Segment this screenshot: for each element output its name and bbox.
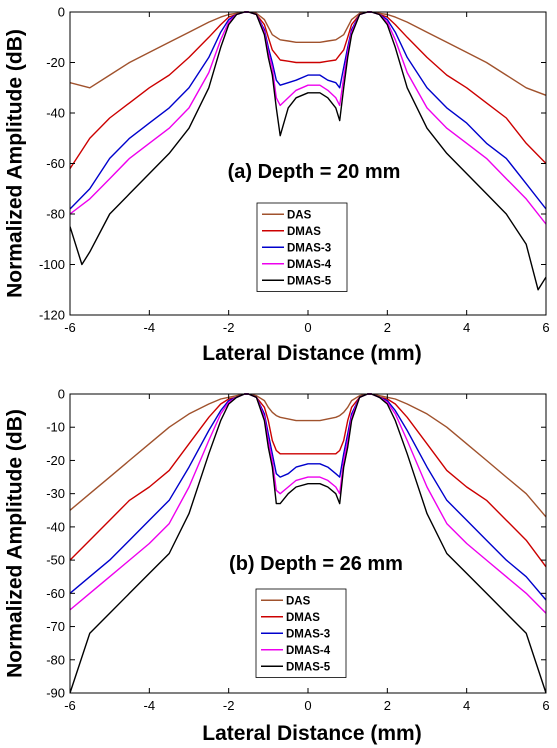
x-tick-label: -4 xyxy=(144,698,156,713)
x-tick-label: 6 xyxy=(542,320,549,335)
series-line-dmas-4 xyxy=(70,393,546,614)
series-line-das xyxy=(70,393,546,518)
series-line-dmas-4 xyxy=(70,11,546,225)
y-tick-label: -20 xyxy=(46,55,65,70)
y-axis-label: Normalized Amplitude (dB) xyxy=(4,409,27,678)
legend: DAS DMAS DMAS-3 DMAS-4 DMAS-5 xyxy=(256,202,348,292)
y-tick-label: -60 xyxy=(46,586,65,601)
series-line-dmas-5 xyxy=(70,11,546,291)
y-tick-label: -50 xyxy=(46,553,65,568)
chart-panel-b: -6 -4 -2 0 2 4 60-10-20-30-40-50-60-70-80-90La… xyxy=(4,387,550,746)
x-tick-label: -6 xyxy=(64,698,76,713)
y-tick-label: -90 xyxy=(46,686,65,701)
legend-label-dmas-4: DMAS-4 xyxy=(287,259,332,271)
y-tick-label: -70 xyxy=(46,619,65,634)
legend-label-dmas: DMAS xyxy=(286,612,320,624)
legend-label-dmas-3: DMAS-3 xyxy=(287,242,331,254)
panel-annotation: (b) Depth = 26 mm xyxy=(229,553,403,575)
y-tick-label: -10 xyxy=(46,420,65,435)
legend-label-dmas-4: DMAS-4 xyxy=(286,645,331,657)
series-line-dmas-3 xyxy=(70,11,546,210)
legend-label-dmas-5: DMAS-5 xyxy=(286,661,331,673)
x-tick-label: 0 xyxy=(304,698,311,713)
y-tick-label: 0 xyxy=(58,5,65,20)
series-line-dmas-5 xyxy=(70,393,546,694)
legend-label-dmas: DMAS xyxy=(287,226,321,238)
x-tick-label: 2 xyxy=(384,320,391,335)
x-tick-label: -6 xyxy=(64,320,76,335)
series-line-dmas xyxy=(70,393,546,568)
y-tick-label: -100 xyxy=(39,257,65,272)
x-tick-label: -2 xyxy=(223,320,235,335)
legend-label-das: DAS xyxy=(287,209,312,221)
series-group xyxy=(70,11,546,291)
x-tick-label: -4 xyxy=(144,320,156,335)
y-tick-label: -60 xyxy=(46,156,65,171)
legend-label-dmas-3: DMAS-3 xyxy=(286,628,330,640)
y-tick-label: 0 xyxy=(58,387,65,402)
x-tick-label: -2 xyxy=(223,698,235,713)
x-tick-label: 4 xyxy=(463,698,470,713)
legend-label-dmas-5: DMAS-5 xyxy=(287,275,332,287)
y-tick-label: -30 xyxy=(46,486,65,501)
y-tick-label: -80 xyxy=(46,652,65,667)
x-axis-label: Lateral Distance (mm) xyxy=(202,722,421,745)
legend-label-das: DAS xyxy=(286,595,311,607)
y-tick-label: -40 xyxy=(46,519,65,534)
series-line-das xyxy=(70,11,546,96)
x-tick-label: 2 xyxy=(384,698,391,713)
series-line-dmas-3 xyxy=(70,393,546,601)
y-tick-label: -80 xyxy=(46,207,65,222)
series-line-dmas xyxy=(70,11,546,169)
x-tick-label: 4 xyxy=(463,320,470,335)
y-tick-label: -40 xyxy=(46,106,65,121)
series-group xyxy=(70,393,546,694)
y-tick-label: -20 xyxy=(46,453,65,468)
x-tick-label: 6 xyxy=(542,698,549,713)
y-axis-label: Normalized Amplitude (dB) xyxy=(4,29,27,298)
y-tick-label: -120 xyxy=(39,308,65,323)
panel-annotation: (a) Depth = 20 mm xyxy=(228,161,401,183)
x-axis-label: Lateral Distance (mm) xyxy=(202,342,421,365)
x-tick-label: 0 xyxy=(304,320,311,335)
legend: DAS DMAS DMAS-3 DMAS-4 DMAS-5 xyxy=(255,588,347,678)
